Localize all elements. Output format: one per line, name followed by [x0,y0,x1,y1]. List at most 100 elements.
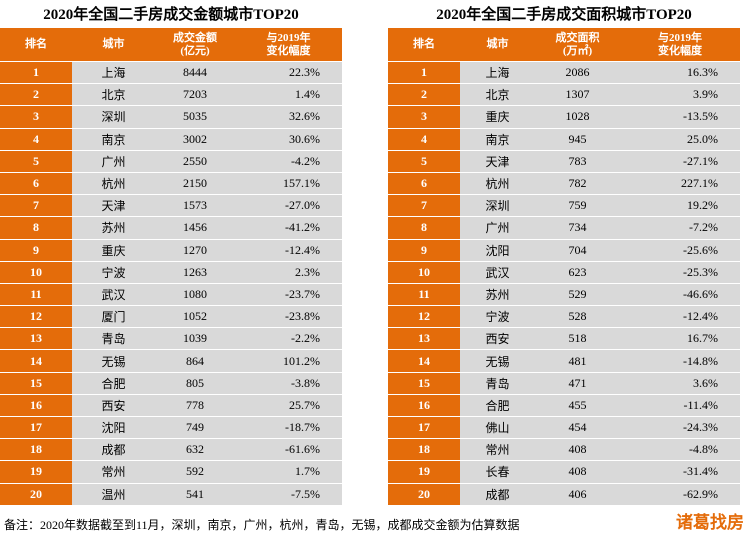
data-row: 13 西安 518 16.7% [388,327,740,351]
header-row: 排名 城市 成交面积 (万㎡) 与2019年 变化幅度 [388,28,740,62]
footnote: 备注：2020年数据截至到11月，深圳，南京，广州，杭州，青岛，无锡，成都成交金… [4,518,520,532]
rank: 6 [388,172,460,196]
header-cell: 城市 [460,28,535,62]
rank: 5 [0,150,72,173]
rank: 19 [0,460,72,484]
city: 沈阳 [72,416,155,440]
data-row: 8 广州 734 -7.2% [388,216,740,240]
value: 455 [535,394,620,418]
value: 704 [535,239,620,262]
rank: 20 [388,483,460,506]
rank: 2 [388,83,460,107]
change: 16.3% [620,61,740,85]
change: -27.1% [620,150,740,173]
value: 3002 [155,128,235,151]
rank: 7 [388,194,460,218]
header-line: 变化幅度 [658,44,702,57]
change: -25.3% [620,261,740,284]
rank: 9 [0,239,72,262]
value: 541 [155,483,235,506]
value: 518 [535,327,620,351]
value: 1573 [155,194,235,218]
data-row: 10 宁波 1263 2.3% [0,261,342,284]
value: 623 [535,261,620,284]
header-line: (万㎡) [562,44,593,57]
data-row: 11 苏州 529 -46.6% [388,283,740,307]
rank: 19 [388,460,460,484]
city: 武汉 [72,283,155,307]
city: 西安 [72,394,155,418]
header-line: 成交金额 [173,31,217,44]
city: 广州 [460,216,535,240]
city: 合肥 [72,372,155,395]
rank: 17 [0,416,72,440]
data-row: 9 重庆 1270 -12.4% [0,239,342,262]
rank: 11 [0,283,72,307]
change: 30.6% [235,128,342,151]
city: 沈阳 [460,239,535,262]
change: -12.4% [620,305,740,329]
data-row: 1 上海 8444 22.3% [0,61,342,85]
change: 157.1% [235,172,342,196]
change: 19.2% [620,194,740,218]
header-cell: 成交面积 (万㎡) [535,28,620,62]
value: 529 [535,283,620,307]
city: 南京 [460,128,535,151]
city: 深圳 [72,105,155,129]
data-row: 14 无锡 864 101.2% [0,349,342,373]
change: -13.5% [620,105,740,129]
change: -27.0% [235,194,342,218]
city: 常州 [460,438,535,462]
change: 227.1% [620,172,740,196]
rank: 15 [0,372,72,395]
value: 1039 [155,327,235,351]
value: 1052 [155,305,235,329]
city: 长春 [460,460,535,484]
change: 3.6% [620,372,740,395]
value: 778 [155,394,235,418]
city: 武汉 [460,261,535,284]
change: -24.3% [620,416,740,440]
data-row: 5 广州 2550 -4.2% [0,150,342,173]
data-row: 4 南京 945 25.0% [388,128,740,151]
rank: 9 [388,239,460,262]
value: 7203 [155,83,235,107]
rank: 13 [388,327,460,351]
data-row: 19 常州 592 1.7% [0,460,342,484]
data-row: 2 北京 1307 3.9% [388,83,740,107]
change: -46.6% [620,283,740,307]
value: 632 [155,438,235,462]
header-row: 排名 城市 成交金额 (亿元) 与2019年 变化幅度 [0,28,342,62]
change: -61.6% [235,438,342,462]
change: 25.0% [620,128,740,151]
rank: 4 [0,128,72,151]
rank: 5 [388,150,460,173]
change: 32.6% [235,105,342,129]
value: 864 [155,349,235,373]
left-panel: 2020年全国二手房成交金额城市TOP20 排名 城市 成交金额 (亿元) 与2019年… [0,0,342,506]
data-row: 20 温州 541 -7.5% [0,483,342,506]
data-row: 14 无锡 481 -14.8% [388,349,740,373]
change: 22.3% [235,61,342,85]
city: 上海 [460,61,535,85]
header-line: 与2019年 [658,31,702,44]
rank: 8 [0,216,72,240]
change: -41.2% [235,216,342,240]
value: 1263 [155,261,235,284]
value: 2086 [535,61,620,85]
city: 常州 [72,460,155,484]
data-row: 2 北京 7203 1.4% [0,83,342,107]
data-row: 3 深圳 5035 32.6% [0,105,342,129]
logo: 诸葛找房 [676,513,744,533]
header-line: 排名 [413,38,435,50]
value: 1270 [155,239,235,262]
value: 1028 [535,105,620,129]
value: 408 [535,438,620,462]
city: 合肥 [460,394,535,418]
rank: 12 [388,305,460,329]
rank: 6 [0,172,72,196]
city: 天津 [460,150,535,173]
rank: 7 [0,194,72,218]
header-line: 城市 [102,38,125,50]
rank: 16 [0,394,72,418]
